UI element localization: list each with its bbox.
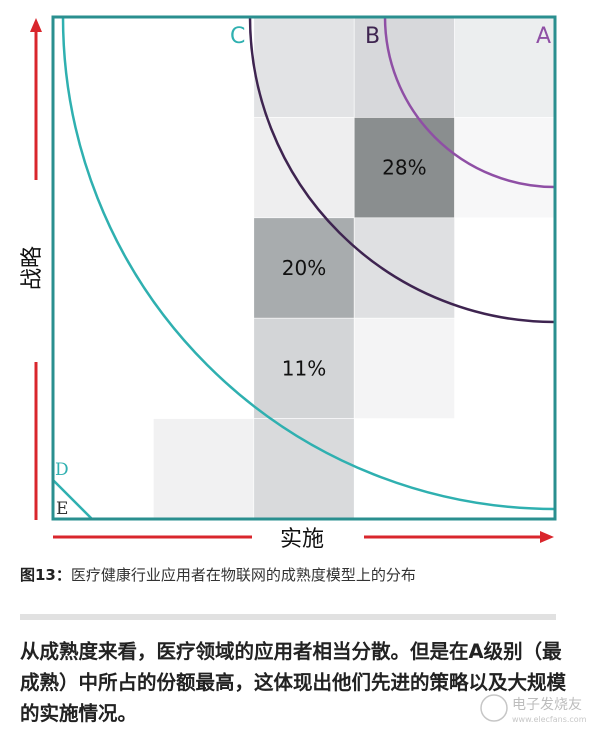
grid-cell bbox=[454, 117, 556, 219]
x-axis-label: 实施 bbox=[280, 527, 324, 552]
grid-cell bbox=[454, 16, 556, 118]
zone-label-d: D bbox=[55, 460, 69, 480]
grid-cell bbox=[253, 418, 355, 520]
figure-caption: 图13：医疗健康行业应用者在物联网的成熟度模型上的分布 bbox=[20, 564, 416, 585]
summary-paragraph: 从成熟度来看，医疗领域的应用者相当分散。但是在A级别（最成熟）中所占的份额最高，… bbox=[20, 640, 567, 725]
grid-cell bbox=[253, 217, 355, 319]
section-divider bbox=[20, 614, 556, 620]
watermark-domain: www.elecfans.com bbox=[512, 715, 587, 724]
grid-cell bbox=[353, 217, 455, 319]
watermark-logo: 电子发烧友 www.elecfans.com bbox=[480, 694, 587, 724]
grid-cell bbox=[253, 16, 355, 118]
zone-label-b: B bbox=[365, 24, 380, 49]
maturity-diagram: 28% 20% 11% A B C D E 战略 实施 bbox=[20, 15, 557, 552]
figure-caption-text: 医疗健康行业应用者在物联网的成熟度模型上的分布 bbox=[70, 566, 416, 584]
x-axis-arrow bbox=[53, 531, 554, 543]
diagram-frame bbox=[51, 15, 557, 521]
zone-c-arc bbox=[61, 16, 556, 511]
zone-label-e: E bbox=[56, 499, 68, 519]
grid-cell bbox=[153, 418, 255, 520]
grid-cell bbox=[353, 16, 455, 118]
y-axis-label: 战略 bbox=[20, 246, 45, 290]
zone-label-c: C bbox=[230, 24, 245, 49]
cell-value-label: 11% bbox=[282, 356, 326, 380]
zone-b-arc bbox=[248, 16, 556, 324]
grid-cell bbox=[253, 117, 355, 219]
cell-value-labels: 28% 20% 11% bbox=[282, 156, 427, 381]
zone-label-a: A bbox=[536, 24, 551, 49]
watermark-name: 电子发烧友 bbox=[512, 697, 582, 713]
zone-d-line bbox=[52, 479, 93, 520]
figure-number: 图13： bbox=[20, 566, 71, 584]
grid-cells bbox=[153, 16, 556, 520]
y-axis-arrow bbox=[30, 18, 42, 520]
watermark-icon bbox=[480, 694, 508, 722]
cell-value-label: 20% bbox=[282, 256, 326, 280]
grid-cell bbox=[353, 117, 455, 219]
cell-value-label: 28% bbox=[382, 156, 426, 180]
zone-a-arc bbox=[383, 16, 556, 189]
grid-cell bbox=[253, 317, 355, 419]
grid-cell bbox=[353, 317, 455, 419]
